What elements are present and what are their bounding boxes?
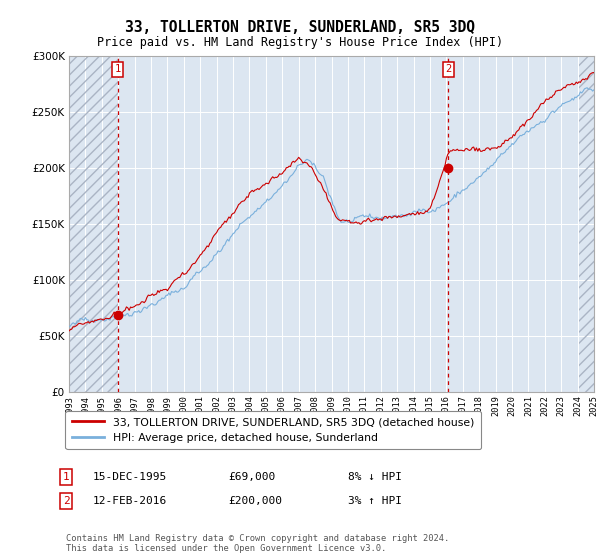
Legend: 33, TOLLERTON DRIVE, SUNDERLAND, SR5 3DQ (detached house), HPI: Average price, d: 33, TOLLERTON DRIVE, SUNDERLAND, SR5 3DQ… [65, 410, 481, 449]
Text: 1: 1 [62, 472, 70, 482]
Text: 8% ↓ HPI: 8% ↓ HPI [348, 472, 402, 482]
Bar [579, 56, 594, 392]
Text: Price paid vs. HM Land Registry's House Price Index (HPI): Price paid vs. HM Land Registry's House … [97, 36, 503, 49]
Text: 33, TOLLERTON DRIVE, SUNDERLAND, SR5 3DQ: 33, TOLLERTON DRIVE, SUNDERLAND, SR5 3DQ [125, 20, 475, 35]
Text: 12-FEB-2016: 12-FEB-2016 [93, 496, 167, 506]
Text: £200,000: £200,000 [228, 496, 282, 506]
Text: £69,000: £69,000 [228, 472, 275, 482]
Text: 2: 2 [62, 496, 70, 506]
Text: Contains HM Land Registry data © Crown copyright and database right 2024.
This d: Contains HM Land Registry data © Crown c… [66, 534, 449, 553]
Text: 2: 2 [445, 64, 451, 74]
Bar [69, 56, 118, 392]
Text: 15-DEC-1995: 15-DEC-1995 [93, 472, 167, 482]
Text: 1: 1 [115, 64, 121, 74]
Text: 3% ↑ HPI: 3% ↑ HPI [348, 496, 402, 506]
